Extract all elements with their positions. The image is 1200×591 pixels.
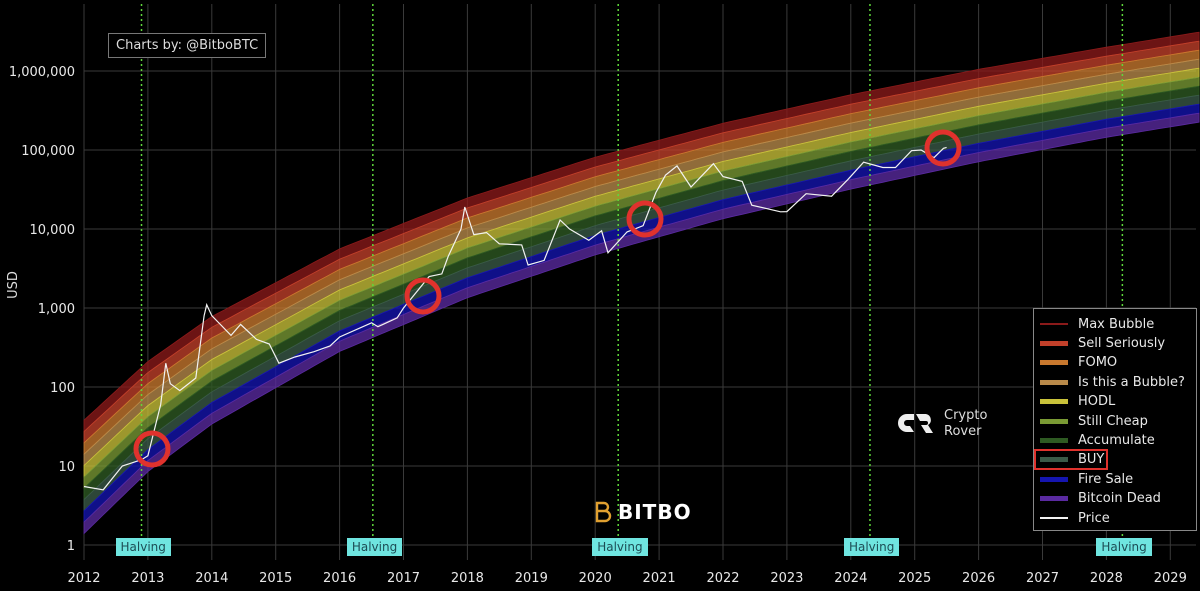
halving-label: Halving <box>346 538 403 556</box>
x-tick-label: 2025 <box>898 571 931 586</box>
legend-label: Bitcoin Dead <box>1078 491 1161 507</box>
legend-item[interactable]: Accumulate <box>1040 431 1155 449</box>
crypto-rover-text-2: Rover <box>944 424 982 439</box>
y-tick-label: 1,000,000 <box>9 65 75 80</box>
legend-label: Sell Seriously <box>1078 335 1166 351</box>
price-line <box>83 146 947 491</box>
halving-label: Halving <box>1096 538 1152 556</box>
bitbo-logo-icon <box>595 501 612 523</box>
crypto-rover-logo: Crypto Rover <box>898 408 987 440</box>
highlight-circle <box>924 129 962 167</box>
legend-swatch <box>1040 496 1068 502</box>
legend-swatch <box>1040 399 1068 405</box>
y-tick-label: 1,000 <box>38 302 75 317</box>
chart-credit: Charts by: @BitboBTC <box>108 33 267 58</box>
x-tick-label: 2015 <box>259 571 292 586</box>
crypto-rover-text-1: Crypto <box>944 408 988 423</box>
highlight-circle <box>404 277 442 315</box>
x-tick-label: 2017 <box>387 571 420 586</box>
legend-item[interactable]: BUY! <box>1040 451 1110 469</box>
y-tick-label: 1 <box>67 539 75 554</box>
legend: Max Bubble Sell Seriously FOMO Is this a Bu… <box>1033 308 1197 531</box>
legend-swatch <box>1040 457 1068 463</box>
x-tick-label: 2029 <box>1154 571 1187 586</box>
legend-item[interactable]: Max Bubble <box>1040 315 1154 333</box>
legend-swatch <box>1040 437 1068 443</box>
halving-label: Halving <box>592 538 648 556</box>
band-bitcoin-dead <box>83 112 1200 535</box>
bitbo-logo: BITBO <box>594 500 692 524</box>
legend-item[interactable]: Price <box>1040 509 1110 527</box>
x-tick-label: 2023 <box>770 571 803 586</box>
y-tick-label: 10 <box>58 460 75 475</box>
legend-item[interactable]: Is this a Bubble? <box>1040 373 1185 391</box>
legend-item[interactable]: Still Cheap <box>1040 412 1148 430</box>
y-tick-label: 100 <box>50 381 75 396</box>
crypto-rover-logo-icon <box>898 414 933 433</box>
x-tick-label: 2021 <box>643 571 676 586</box>
legend-label: Accumulate <box>1078 432 1155 448</box>
bitbo-wordmark: BITBO <box>618 500 692 524</box>
highlight-circle <box>626 200 664 238</box>
x-tick-label: 2012 <box>67 571 100 586</box>
x-tick-label: 2024 <box>834 571 867 586</box>
legend-item[interactable]: Sell Seriously <box>1040 334 1165 352</box>
legend-swatch <box>1040 379 1068 385</box>
x-tick-label: 2014 <box>195 571 228 586</box>
buy-highlight-box <box>1034 449 1108 470</box>
legend-swatch <box>1040 517 1068 519</box>
legend-label: Still Cheap <box>1078 413 1148 429</box>
x-tick-label: 2016 <box>323 571 356 586</box>
x-tick-label: 2022 <box>706 571 739 586</box>
x-tick-label: 2028 <box>1090 571 1123 586</box>
halving-label: Halving <box>115 538 171 556</box>
legend-item[interactable]: HODL <box>1040 393 1115 411</box>
x-tick-labels: 2012 2013 2014 2015 2016 2017 2018 2019 2020 2021… <box>67 571 1186 586</box>
legend-item[interactable]: Bitcoin Dead <box>1040 490 1161 508</box>
legend-label: Fire Sale <box>1078 471 1134 487</box>
rainbow-bands <box>83 31 1200 535</box>
y-tick-label: 100,000 <box>21 144 75 159</box>
x-tick-label: 2013 <box>131 571 164 586</box>
x-tick-label: 2026 <box>962 571 995 586</box>
legend-item[interactable]: Fire Sale <box>1040 470 1133 488</box>
y-axis-label: USD <box>6 271 21 299</box>
highlight-circles <box>133 129 962 468</box>
legend-label: Is this a Bubble? <box>1078 374 1185 390</box>
legend-swatch <box>1040 476 1068 482</box>
highlight-circle <box>133 430 171 468</box>
legend-swatch <box>1040 323 1068 325</box>
y-tick-labels: 1 10 100 1,000 10,000 100,000 1,000,000 <box>9 65 75 554</box>
legend-swatch <box>1040 340 1068 346</box>
halving-label: Halving <box>843 538 900 556</box>
x-tick-label: 2020 <box>579 571 612 586</box>
legend-swatch <box>1040 360 1068 366</box>
x-tick-label: 2018 <box>451 571 484 586</box>
legend-label: BUY! <box>1078 452 1110 468</box>
legend-item[interactable]: FOMO <box>1040 354 1117 372</box>
legend-label: Price <box>1078 510 1110 526</box>
legend-label: HODL <box>1078 394 1116 410</box>
x-tick-label: 2027 <box>1026 571 1059 586</box>
legend-label: Max Bubble <box>1078 316 1155 332</box>
y-tick-label: 10,000 <box>30 223 76 238</box>
legend-swatch <box>1040 418 1068 424</box>
x-tick-label: 2019 <box>515 571 548 586</box>
legend-label: FOMO <box>1078 355 1118 371</box>
